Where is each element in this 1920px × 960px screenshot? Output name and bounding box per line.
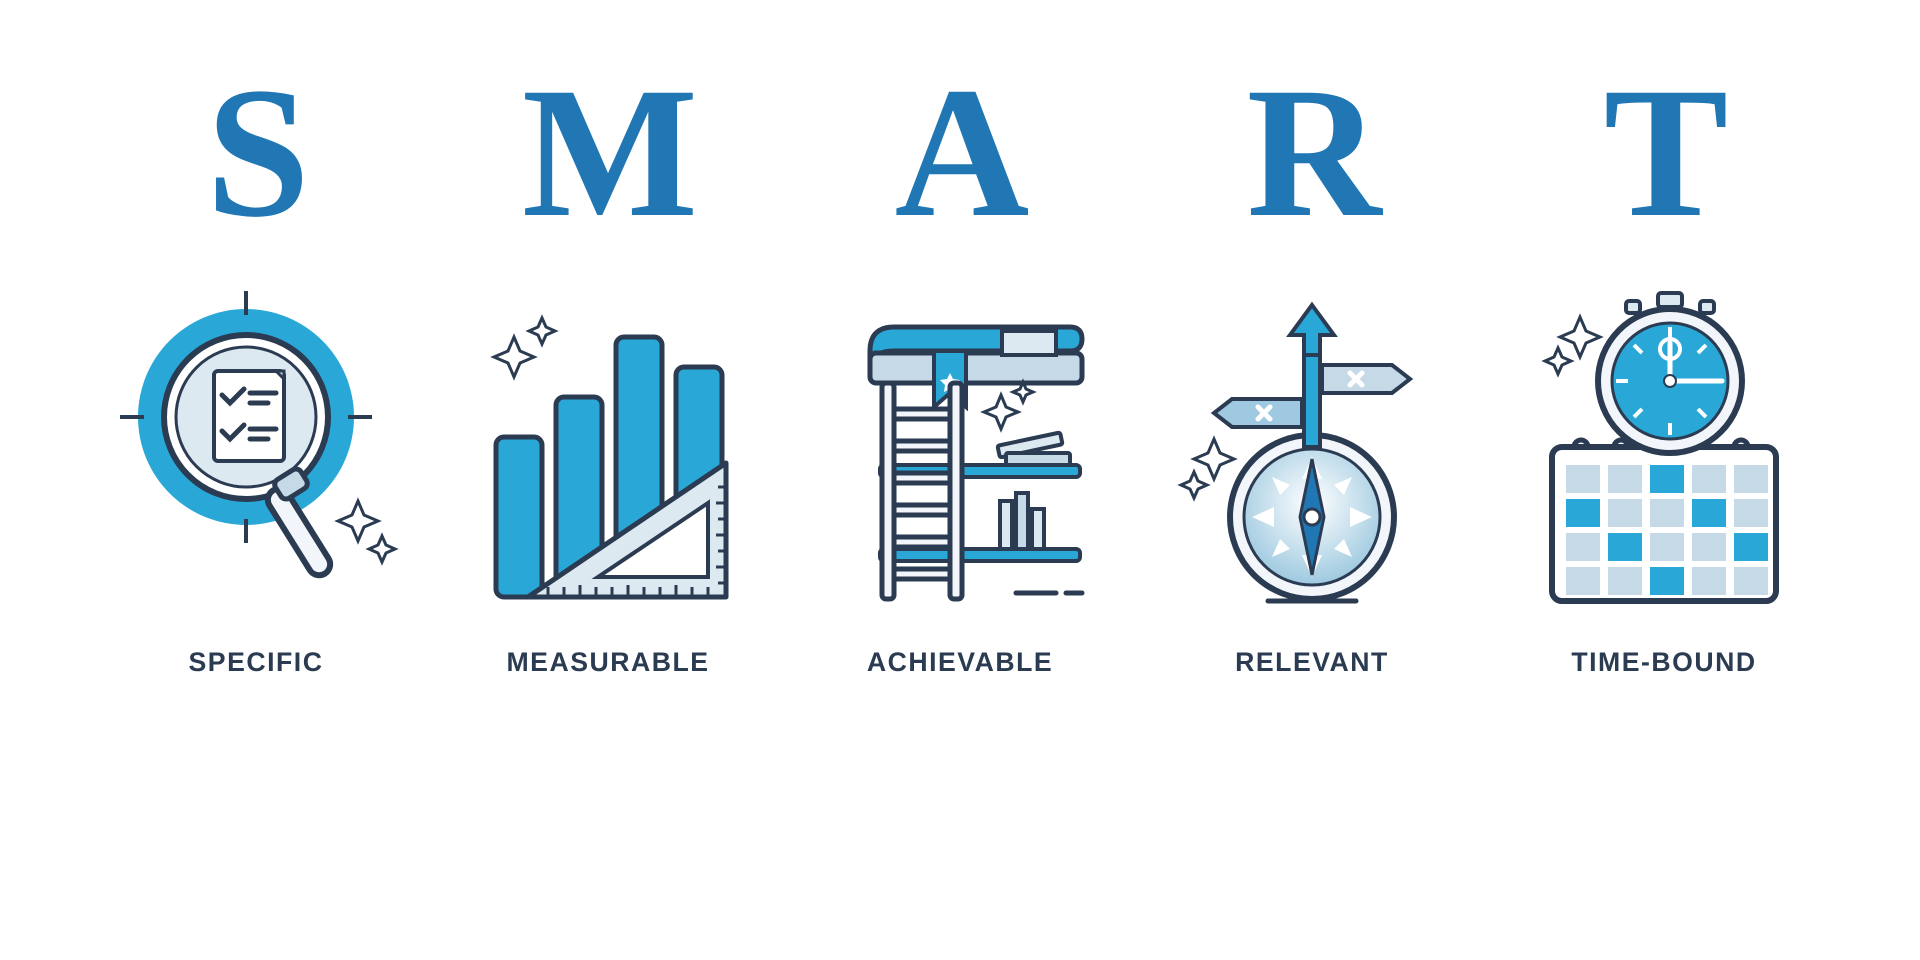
letter-s: S — [206, 60, 306, 247]
specific-icon — [116, 277, 396, 617]
col-timebound: T — [1488, 60, 1840, 960]
letter-m: M — [522, 60, 694, 247]
measurable-icon — [468, 277, 748, 617]
label-timebound: TIME-BOUND — [1571, 647, 1756, 678]
label-specific: SPECIFIC — [189, 647, 324, 678]
label-measurable: MEASURABLE — [506, 647, 709, 678]
smart-infographic: S — [0, 0, 1920, 960]
col-relevant: R — [1136, 60, 1488, 960]
col-specific: S — [80, 60, 432, 960]
timebound-icon — [1524, 277, 1804, 617]
letter-a: A — [895, 60, 1026, 247]
label-achievable: ACHIEVABLE — [867, 647, 1053, 678]
col-achievable: A — [784, 60, 1136, 960]
label-relevant: RELEVANT — [1235, 647, 1389, 678]
achievable-icon — [820, 277, 1100, 617]
letter-r: R — [1247, 60, 1378, 247]
letter-t: T — [1604, 60, 1725, 247]
relevant-icon — [1172, 277, 1452, 617]
col-measurable: M — [432, 60, 784, 960]
